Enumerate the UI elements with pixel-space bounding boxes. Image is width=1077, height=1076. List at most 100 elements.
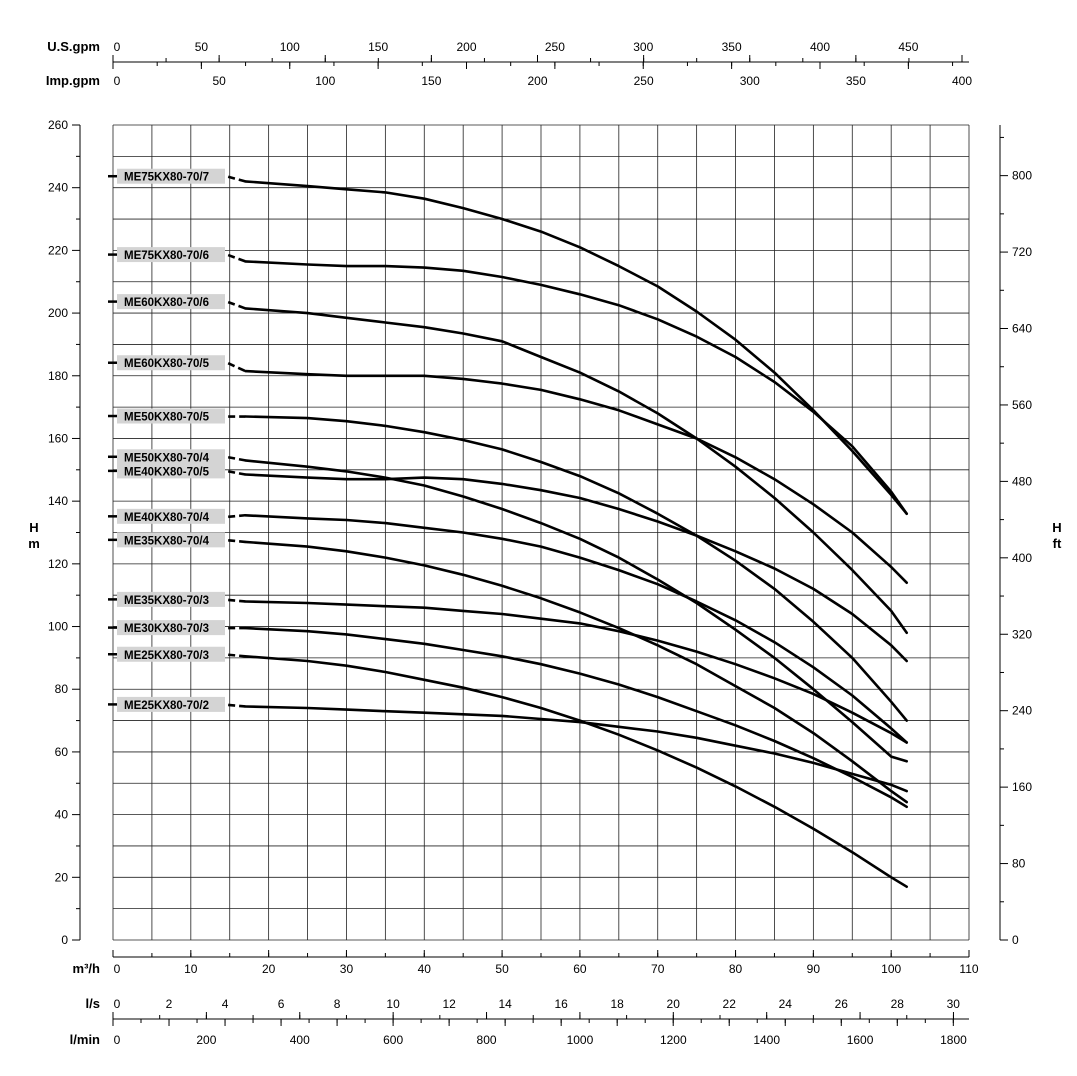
right-axis-tick-label: 560 [1012, 398, 1032, 412]
left-axis-tick-label: 160 [48, 431, 68, 445]
impgpm-axis-title: Imp.gpm [46, 73, 100, 88]
ls-tick-label: 10 [386, 997, 400, 1011]
lmin-tick-label: 400 [290, 1033, 310, 1047]
right-axis-tick-label: 720 [1012, 245, 1032, 259]
pump-curve [244, 705, 908, 793]
curve-label-text: ME40KX80-70/4 [124, 512, 210, 524]
lmin-tick-label: 1600 [847, 1033, 874, 1047]
usgpm-tick-label: 350 [722, 40, 742, 54]
right-axis-unit: ft [1053, 536, 1062, 551]
impgpm-tick-label: 400 [952, 74, 972, 88]
right-axis-tick-label: 240 [1012, 704, 1032, 718]
curve-lead-dash [228, 703, 246, 708]
usgpm-tick-label: 100 [280, 40, 300, 54]
usgpm-tick-label: 400 [810, 40, 830, 54]
usgpm-tick-label: 250 [545, 40, 565, 54]
curve-label-bg [117, 591, 225, 607]
lmin-tick-label: 800 [477, 1033, 497, 1047]
curve-lead-dash [227, 175, 246, 183]
m3h-tick-label: 110 [959, 962, 978, 976]
ls-tick-label: 24 [779, 997, 793, 1011]
ls-tick-label: 8 [334, 997, 341, 1011]
left-axis-unit: m [28, 536, 40, 551]
ls-tick-label: 20 [667, 997, 681, 1011]
usgpm-tick-label: 450 [898, 40, 918, 54]
pump-curve [244, 369, 908, 584]
pump-curve [244, 626, 908, 809]
curve-label-text: ME50KX80-70/4 [124, 452, 210, 464]
curve-label-text: ME35KX80-70/4 [124, 535, 210, 547]
ls-tick-label: 30 [947, 997, 961, 1011]
curve-lead-dash [227, 455, 246, 462]
pump-curve [244, 655, 908, 888]
curve-label-bg [117, 463, 225, 479]
m3h-tick-label: 0 [114, 962, 121, 976]
curve-label-text: ME35KX80-70/3 [124, 595, 209, 607]
curve-label-text: ME60KX80-70/5 [124, 358, 210, 370]
curve-lead-dash [227, 362, 246, 373]
curve-label-bg [117, 294, 225, 310]
m3h-tick-label: 50 [495, 962, 509, 976]
right-axis-tick-label: 800 [1012, 169, 1032, 183]
impgpm-tick-label: 100 [315, 74, 335, 88]
right-axis-tick-label: 80 [1012, 857, 1026, 871]
left-axis-tick-label: 20 [55, 870, 69, 884]
ls-tick-label: 4 [222, 997, 229, 1011]
usgpm-tick-label: 50 [195, 40, 209, 54]
impgpm-tick-label: 150 [421, 74, 441, 88]
lmin-tick-label: 200 [196, 1033, 216, 1047]
left-axis-tick-label: 0 [61, 933, 68, 947]
left-axis-tick-label: 120 [48, 557, 68, 571]
impgpm-tick-label: 300 [740, 74, 760, 88]
right-axis-title: H [1052, 520, 1061, 535]
pump-curve [244, 540, 908, 804]
ls-tick-label: 16 [554, 997, 568, 1011]
grid [112, 124, 970, 941]
lmin-axis-title: l/min [70, 1032, 100, 1047]
ls-tick-label: 28 [891, 997, 905, 1011]
lmin-tick-label: 1000 [567, 1033, 594, 1047]
m3h-tick-label: 30 [340, 962, 354, 976]
pump-curve [244, 473, 908, 663]
m3h-tick-label: 40 [418, 962, 432, 976]
curve-labels: ME75KX80-70/7 ME75KX80-70/6 ME60KX80-70/6 M… [108, 168, 225, 712]
lmin-tick-label: 1800 [940, 1033, 967, 1047]
ls-axis-title: l/s [86, 996, 100, 1011]
pump-curves [227, 175, 908, 888]
m3h-tick-label: 100 [881, 962, 901, 976]
curve-label-text: ME75KX80-70/6 [124, 250, 209, 262]
usgpm-axis-title: U.S.gpm [47, 39, 100, 54]
lmin-tick-label: 1200 [660, 1033, 687, 1047]
left-axis-tick-label: 200 [48, 306, 68, 320]
impgpm-tick-label: 50 [212, 74, 226, 88]
impgpm-tick-label: 0 [114, 74, 121, 88]
axes: 020406080100120140160180200220240260Hm08… [28, 39, 1062, 1047]
ls-tick-label: 6 [278, 997, 285, 1011]
curve-lead-dash [228, 598, 246, 603]
left-axis-tick-label: 180 [48, 369, 68, 383]
left-axis-tick-label: 100 [48, 620, 68, 634]
curve-label-text: ME75KX80-70/7 [124, 172, 209, 184]
curve-label-bg [117, 408, 225, 424]
pump-curve [244, 514, 908, 744]
usgpm-tick-label: 200 [456, 40, 476, 54]
usgpm-tick-label: 300 [633, 40, 653, 54]
impgpm-tick-label: 200 [527, 74, 547, 88]
ls-tick-label: 26 [835, 997, 849, 1011]
ls-tick-label: 2 [166, 997, 173, 1011]
curve-lead-dash [227, 253, 246, 263]
ls-tick-label: 14 [498, 997, 512, 1011]
curve-label-bg [117, 532, 225, 548]
left-axis-tick-label: 80 [55, 682, 69, 696]
curve-label-bg [117, 355, 225, 371]
curve-label-bg [117, 449, 225, 465]
usgpm-tick-label: 0 [114, 40, 121, 54]
curve-label-bg [117, 168, 225, 184]
pump-curve [244, 307, 908, 635]
m3h-tick-label: 20 [262, 962, 276, 976]
curve-lead-dash [228, 539, 246, 544]
curve-lead-dash [227, 300, 246, 310]
pump-curve [244, 180, 908, 515]
pump-curve [244, 600, 908, 744]
